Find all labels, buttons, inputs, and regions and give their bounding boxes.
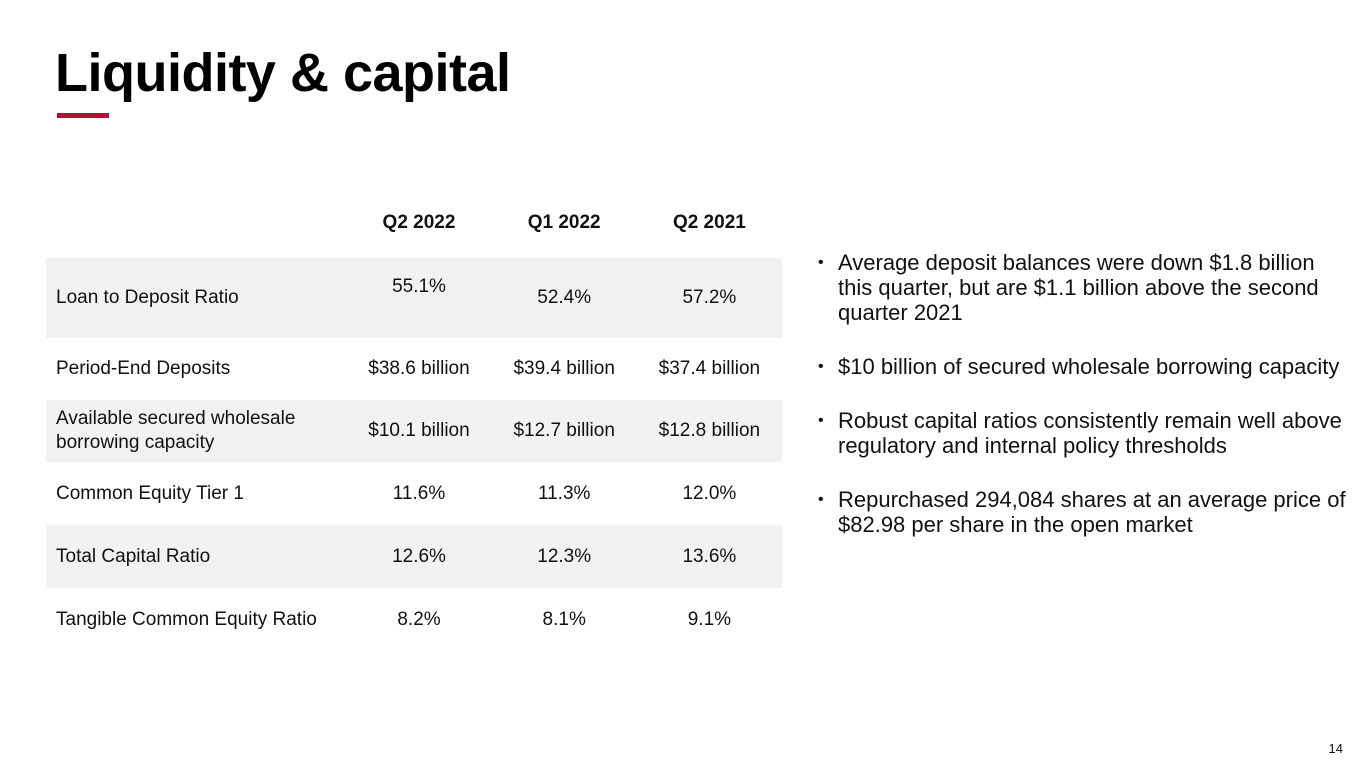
- cell-value: $39.4 billion: [513, 358, 615, 379]
- title-accent-bar: [57, 113, 109, 118]
- cell-value: $37.4 billion: [658, 358, 761, 379]
- cell-value: 12.3%: [491, 525, 637, 588]
- column-header-q1-2022: Q1 2022: [527, 212, 601, 233]
- table-row: Loan to Deposit Ratio 55.1% 52.4% 57.2%: [46, 258, 782, 338]
- cell-value: $12.8 billion: [636, 400, 782, 462]
- liquidity-capital-table: Q2 2022 Q1 2022 Q2 2021 Loan to Deposit …: [46, 190, 782, 651]
- row-label: Available secured wholesale borrowing ca…: [46, 400, 347, 462]
- key-points-list: • Average deposit balances were down $1.…: [818, 250, 1348, 566]
- bullet-icon: •: [818, 491, 824, 508]
- cell-value: 9.1%: [687, 608, 732, 630]
- bullet-text: Average deposit balances were down $1.8 …: [838, 250, 1319, 325]
- table-row: Total Capital Ratio 12.6% 12.3% 13.6%: [46, 525, 782, 588]
- column-header-q2-2022: Q2 2022: [382, 212, 456, 233]
- cell-value: $10.1 billion: [346, 400, 492, 462]
- bullet-text: Repurchased 294,084 shares at an average…: [838, 487, 1346, 537]
- cell-value: 57.2%: [636, 258, 782, 338]
- cell-value: 13.6%: [636, 525, 782, 588]
- bullet-icon: •: [818, 412, 824, 429]
- cell-value: $38.6 billion: [368, 358, 470, 379]
- column-header-q2-2021: Q2 2021: [672, 212, 746, 233]
- column-header-metric: [46, 190, 346, 258]
- cell-value: 52.4%: [491, 258, 637, 338]
- row-label: Total Capital Ratio: [46, 525, 347, 588]
- row-label: Common Equity Tier 1: [56, 482, 244, 504]
- cell-value: 55.1%: [346, 258, 492, 338]
- cell-value: 12.0%: [682, 482, 737, 504]
- row-label: Period-End Deposits: [56, 358, 231, 379]
- list-item: • $10 billion of secured wholesale borro…: [818, 354, 1348, 379]
- page-number: 14: [1328, 741, 1343, 756]
- table-row: Common Equity Tier 1 11.6% 11.3% 12.0%: [46, 462, 782, 525]
- slide-title: Liquidity & capital: [55, 43, 511, 103]
- row-label: Loan to Deposit Ratio: [46, 258, 347, 338]
- cell-value: 8.1%: [542, 608, 586, 630]
- cell-value: 11.3%: [537, 482, 591, 504]
- cell-value: 11.6%: [392, 482, 446, 504]
- bullet-text: Robust capital ratios consistently remai…: [838, 408, 1342, 458]
- list-item: • Robust capital ratios consistently rem…: [818, 408, 1348, 458]
- cell-value: $12.7 billion: [491, 400, 637, 462]
- row-label: Tangible Common Equity Ratio: [56, 608, 317, 630]
- table-row: Available secured wholesale borrowing ca…: [46, 400, 782, 462]
- table-header-row: Q2 2022 Q1 2022 Q2 2021: [46, 190, 782, 258]
- list-item: • Repurchased 294,084 shares at an avera…: [818, 487, 1348, 537]
- cell-value: 8.2%: [397, 608, 441, 630]
- table-row: Period-End Deposits $38.6 billion $39.4 …: [46, 338, 782, 400]
- bullet-icon: •: [818, 358, 824, 375]
- table-row: Tangible Common Equity Ratio 8.2% 8.1% 9…: [46, 588, 782, 651]
- bullet-text: $10 billion of secured wholesale borrowi…: [838, 354, 1340, 379]
- list-item: • Average deposit balances were down $1.…: [818, 250, 1348, 325]
- cell-value: 12.6%: [346, 525, 492, 588]
- bullet-icon: •: [818, 254, 824, 271]
